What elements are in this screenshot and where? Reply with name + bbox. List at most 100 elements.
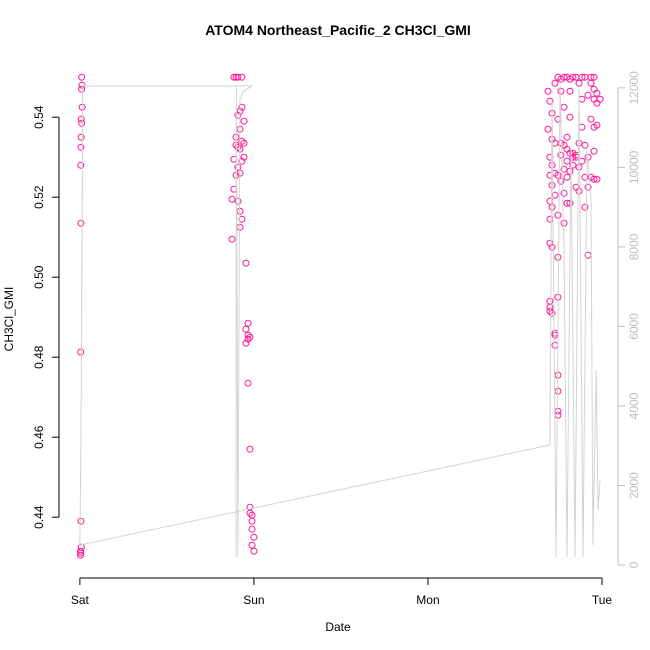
chart-title: ATOM4 Northeast_Pacific_2 CH3Cl_GMI — [205, 22, 471, 38]
point — [548, 181, 556, 189]
point — [77, 219, 85, 227]
point — [242, 325, 250, 333]
point — [569, 73, 577, 81]
point — [554, 171, 562, 179]
point — [590, 73, 598, 81]
point — [230, 73, 238, 81]
point — [546, 215, 554, 223]
point — [238, 73, 246, 81]
point — [234, 73, 242, 81]
point — [78, 81, 86, 89]
point — [234, 111, 242, 119]
point — [593, 121, 601, 129]
point — [236, 223, 244, 231]
point — [546, 307, 554, 315]
point — [590, 147, 598, 155]
point — [557, 87, 565, 95]
point — [566, 113, 574, 121]
point — [581, 203, 589, 211]
point — [563, 133, 571, 141]
point — [569, 161, 577, 169]
point — [238, 103, 246, 111]
point — [246, 509, 254, 517]
y2-tick-label: 0 — [627, 561, 641, 568]
point — [560, 165, 568, 173]
point — [560, 103, 568, 111]
point — [584, 183, 592, 191]
point — [77, 348, 85, 356]
point — [578, 95, 586, 103]
point — [76, 551, 84, 559]
point — [593, 89, 601, 97]
point — [234, 163, 242, 171]
point — [246, 333, 254, 341]
point — [548, 309, 556, 317]
point — [566, 167, 574, 175]
point — [78, 103, 86, 111]
point — [77, 143, 85, 151]
point — [557, 177, 565, 185]
y-tick-label: 0.52 — [32, 185, 46, 209]
point — [572, 151, 580, 159]
point — [77, 115, 85, 123]
point — [560, 189, 568, 197]
point — [566, 87, 574, 95]
point — [77, 161, 85, 169]
point — [250, 533, 258, 541]
point — [240, 153, 248, 161]
point — [546, 97, 554, 105]
point — [240, 117, 248, 125]
point — [578, 157, 586, 165]
point — [587, 79, 595, 87]
point — [246, 445, 254, 453]
point — [548, 243, 556, 251]
y-tick-label: 0.54 — [32, 105, 46, 129]
y-tick-label: 0.44 — [32, 505, 46, 529]
point — [244, 335, 252, 343]
point — [244, 319, 252, 327]
point — [575, 163, 583, 171]
point — [242, 259, 250, 267]
point — [584, 91, 592, 99]
y2-tick-label: 4000 — [627, 392, 641, 419]
point — [560, 73, 568, 81]
point — [248, 541, 256, 549]
point — [242, 339, 250, 347]
point — [581, 141, 589, 149]
point — [551, 79, 559, 87]
y-axis-label: CH3Cl_GMI — [2, 287, 16, 352]
point — [228, 195, 236, 203]
point — [554, 411, 562, 419]
point — [238, 137, 246, 145]
point — [590, 85, 598, 93]
y-tick-label: 0.48 — [32, 345, 46, 369]
point — [238, 157, 246, 165]
point — [228, 235, 236, 243]
point — [248, 517, 256, 525]
point — [554, 253, 562, 261]
point — [578, 73, 586, 81]
point — [244, 379, 252, 387]
point — [548, 203, 556, 211]
y2-tick-label: 6000 — [627, 313, 641, 340]
x-tick-label: Sun — [243, 593, 264, 607]
y2-tick-label: 12000 — [627, 71, 641, 105]
point — [77, 517, 85, 525]
point — [234, 197, 242, 205]
point — [578, 123, 586, 131]
point — [544, 125, 552, 133]
y2-tick-label: 8000 — [627, 233, 641, 260]
point — [563, 145, 571, 153]
line — [79, 85, 601, 558]
point — [560, 219, 568, 227]
x-tick-label: Tue — [592, 593, 613, 607]
point — [587, 115, 595, 123]
point — [551, 341, 559, 349]
point — [572, 153, 580, 161]
point — [544, 87, 552, 95]
point — [563, 173, 571, 181]
y2-tick-label: 10000 — [627, 150, 641, 184]
y-tick-label: 0.50 — [32, 265, 46, 289]
